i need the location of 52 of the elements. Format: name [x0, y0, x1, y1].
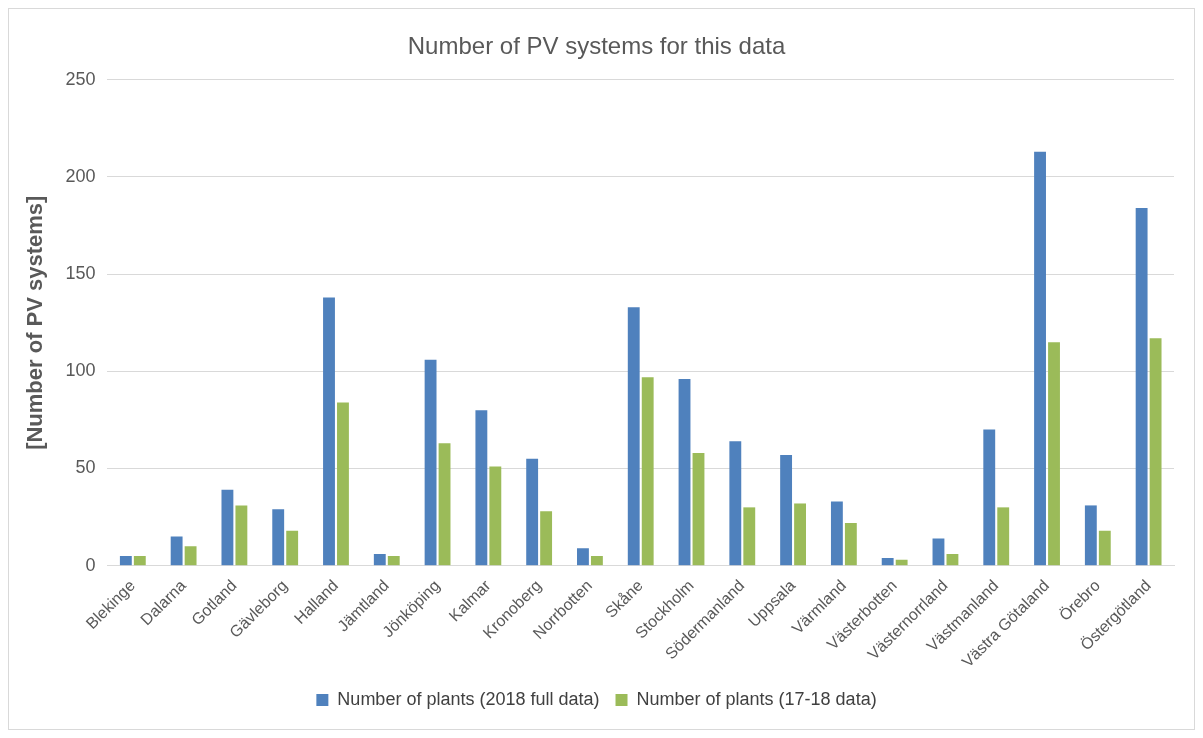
chart-title: Number of PV systems for this data — [407, 32, 786, 60]
bar — [844, 522, 857, 566]
bar — [743, 507, 756, 566]
bar — [881, 557, 894, 566]
y-tick-label: 100 — [65, 360, 96, 381]
bar — [540, 511, 553, 566]
bar — [1084, 505, 1097, 566]
y-tick-label: 150 — [65, 263, 96, 284]
bar — [424, 359, 437, 566]
bar — [286, 530, 299, 566]
bar — [1048, 342, 1060, 566]
bar — [932, 538, 945, 566]
bar — [692, 452, 705, 566]
bar — [830, 501, 843, 566]
bar — [272, 509, 285, 566]
y-tick-label: 200 — [65, 165, 96, 186]
bar — [577, 548, 589, 566]
y-tick-label: 250 — [65, 68, 96, 89]
bar — [119, 555, 132, 566]
bar — [895, 559, 908, 566]
bar — [627, 307, 640, 566]
bar — [780, 454, 793, 566]
legend-label: Number of plants (17-18 data) — [636, 688, 877, 709]
bar — [475, 410, 488, 566]
y-axis-title: [Number of PV systems] — [22, 195, 48, 450]
bar — [438, 443, 451, 566]
bar — [983, 429, 996, 566]
bar — [997, 507, 1010, 566]
bar — [337, 402, 349, 566]
bar — [235, 505, 248, 566]
y-tick-label: 0 — [85, 554, 96, 575]
bar — [946, 554, 959, 566]
bar — [1135, 208, 1148, 566]
bar — [1149, 338, 1162, 566]
legend-label: Number of plants (2018 full data) — [337, 688, 600, 709]
bar — [133, 555, 146, 566]
bar — [794, 503, 806, 566]
bar — [641, 377, 654, 566]
bar — [590, 555, 603, 566]
bar — [729, 441, 742, 566]
bar — [1098, 530, 1111, 566]
bar — [387, 555, 400, 566]
y-tick-label: 50 — [75, 457, 96, 478]
bar — [1034, 151, 1046, 566]
bar — [323, 297, 335, 566]
bar — [526, 458, 539, 566]
bar — [678, 379, 691, 566]
bar — [170, 536, 183, 566]
bar — [184, 546, 197, 566]
bar — [489, 466, 502, 566]
bar — [221, 489, 234, 566]
bar — [373, 554, 386, 566]
